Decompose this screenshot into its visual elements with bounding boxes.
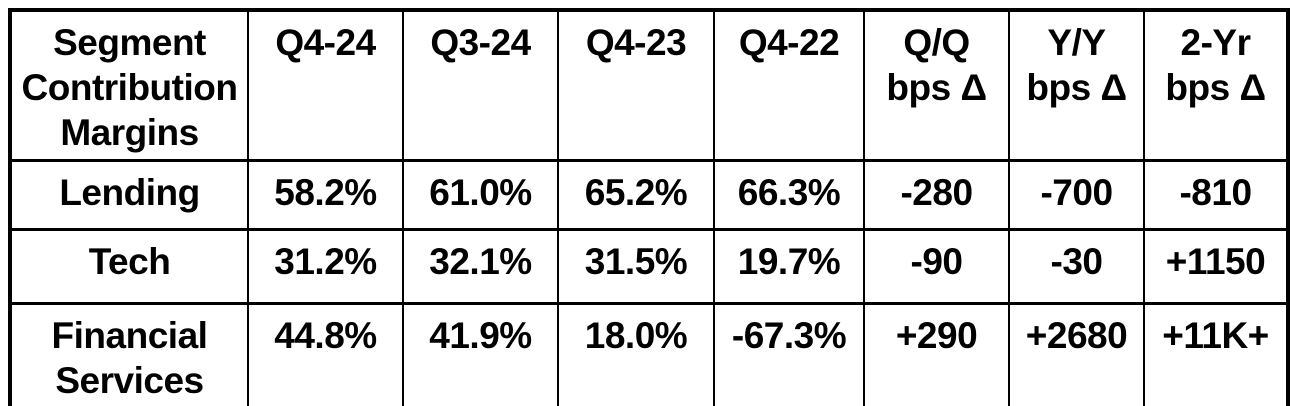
cell-finserv-yy-bps: +2680 bbox=[1008, 302, 1145, 406]
cell-lending-q4-23: 65.2% bbox=[557, 159, 715, 231]
header-cell-2yr-bps-delta: 2-Yr bps Δ bbox=[1143, 8, 1289, 162]
cell-lending-q4-22: 66.3% bbox=[713, 159, 865, 231]
cell-finserv-q4-22: -67.3% bbox=[713, 302, 865, 406]
cell-tech-q4-24: 31.2% bbox=[247, 228, 404, 305]
table-row-lending: Lending 58.2% 61.0% 65.2% 66.3% -280 -70… bbox=[9, 159, 1289, 231]
table-row-financial-services: Financial Services 44.8% 41.9% 18.0% -67… bbox=[9, 302, 1289, 406]
cell-lending-q3-24: 61.0% bbox=[402, 159, 559, 231]
cell-tech-2yr-bps: +1150 bbox=[1143, 228, 1289, 305]
cell-finserv-q3-24: 41.9% bbox=[402, 302, 559, 406]
header-cell-q4-22: Q4-22 bbox=[713, 8, 865, 162]
row-label-financial-services: Financial Services bbox=[9, 302, 249, 406]
row-label-tech: Tech bbox=[9, 228, 249, 305]
cell-lending-2yr-bps: -810 bbox=[1143, 159, 1289, 231]
table-row-tech: Tech 31.2% 32.1% 31.5% 19.7% -90 -30 +11… bbox=[9, 228, 1289, 305]
cell-finserv-qq-bps: +290 bbox=[863, 302, 1010, 406]
header-cell-yy-bps-delta: Y/Y bps Δ bbox=[1008, 8, 1145, 162]
header-cell-qq-bps-delta: Q/Q bps Δ bbox=[863, 8, 1010, 162]
header-row: Segment Contribution Margins Q4-24 Q3-24… bbox=[9, 8, 1289, 162]
cell-lending-yy-bps: -700 bbox=[1008, 159, 1145, 231]
cell-lending-qq-bps: -280 bbox=[863, 159, 1010, 231]
cell-tech-q3-24: 32.1% bbox=[402, 228, 559, 305]
header-cell-q4-24: Q4-24 bbox=[247, 8, 404, 162]
cell-tech-qq-bps: -90 bbox=[863, 228, 1010, 305]
row-label-lending: Lending bbox=[9, 159, 249, 231]
cell-lending-q4-24: 58.2% bbox=[247, 159, 404, 231]
cell-finserv-q4-23: 18.0% bbox=[557, 302, 715, 406]
cell-tech-q4-23: 31.5% bbox=[557, 228, 715, 305]
header-cell-q4-23: Q4-23 bbox=[557, 8, 715, 162]
header-cell-q3-24: Q3-24 bbox=[402, 8, 559, 162]
header-cell-segment-title: Segment Contribution Margins bbox=[9, 8, 249, 162]
cell-finserv-q4-24: 44.8% bbox=[247, 302, 404, 406]
cell-tech-yy-bps: -30 bbox=[1008, 228, 1145, 305]
cell-tech-q4-22: 19.7% bbox=[713, 228, 865, 305]
segment-contribution-margins-table: Segment Contribution Margins Q4-24 Q3-24… bbox=[8, 8, 1290, 406]
cell-finserv-2yr-bps: +11K+ bbox=[1143, 302, 1289, 406]
